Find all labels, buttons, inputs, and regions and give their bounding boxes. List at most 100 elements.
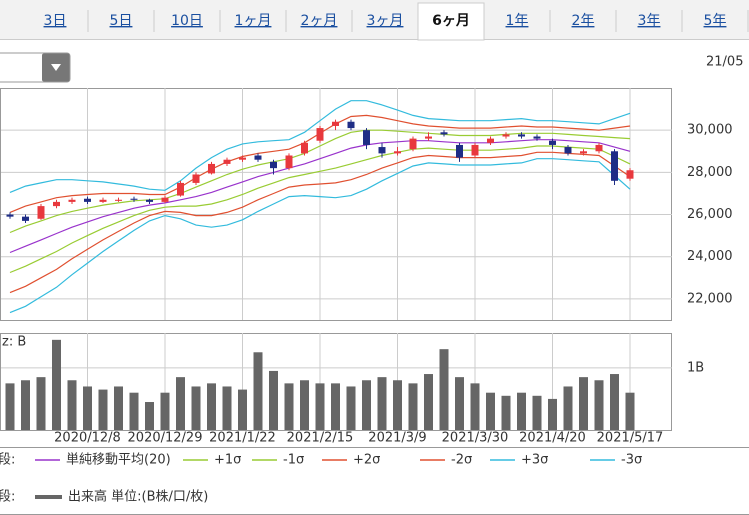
candle-body xyxy=(208,163,215,174)
candle-body xyxy=(177,182,184,196)
tab[interactable]: 1年 xyxy=(506,10,551,32)
x-tick-label: 2021/1/22 xyxy=(209,431,276,446)
y-tick-label: 28,000 xyxy=(687,165,733,180)
candle-body xyxy=(456,144,463,158)
band-line xyxy=(9,158,631,314)
volume-bar xyxy=(501,395,511,430)
volume-bar xyxy=(36,377,46,430)
y-tick-label: 30,000 xyxy=(687,123,733,138)
volume-bar xyxy=(408,383,418,430)
y-tick-label: 22,000 xyxy=(687,291,733,306)
legend-label: +2σ xyxy=(353,453,380,468)
volume-bar xyxy=(129,392,139,430)
volume-bar xyxy=(52,339,61,430)
volume-bar xyxy=(439,349,449,430)
candle-body xyxy=(487,138,494,143)
candle-body xyxy=(363,130,370,145)
tab-label[interactable]: 5日 xyxy=(110,13,133,29)
candle-body xyxy=(533,136,541,139)
candle-body xyxy=(471,144,479,156)
tab[interactable]: 10日 xyxy=(171,10,221,32)
tab-selected-bg[interactable] xyxy=(417,2,485,41)
candle-body xyxy=(316,128,324,141)
volume-bar xyxy=(253,352,263,430)
volume-bar xyxy=(145,402,154,430)
tab[interactable]: 3年 xyxy=(638,10,683,32)
volume-bar xyxy=(160,392,170,430)
volume-bar xyxy=(579,377,588,430)
tab-label[interactable]: 3日 xyxy=(44,13,67,29)
candle-body xyxy=(518,134,525,137)
tab-label[interactable]: 5年 xyxy=(704,13,727,29)
volume-bar xyxy=(5,383,15,430)
volume-bar xyxy=(191,386,201,430)
volume-bar xyxy=(98,389,108,430)
tab[interactable]: 2年 xyxy=(572,10,617,32)
y-tick-label: 24,000 xyxy=(687,249,733,264)
candle-body xyxy=(611,151,618,181)
candle-body xyxy=(440,132,448,135)
volume-unit-label: z: B xyxy=(2,335,26,350)
legend-volume-label: 出来高 単位:(B株/口/枚) xyxy=(68,489,208,505)
volume-bar xyxy=(83,386,92,430)
tab-label[interactable]: 10日 xyxy=(171,13,203,29)
tab[interactable]: 6ヶ月 xyxy=(417,2,485,41)
band-line xyxy=(9,139,631,254)
volume-bar xyxy=(486,392,495,430)
legend-label: -3σ xyxy=(621,453,642,468)
candle-body xyxy=(332,121,339,126)
volume-bar xyxy=(517,392,526,430)
legend-label: +3σ xyxy=(521,453,548,468)
tab-label[interactable]: 2年 xyxy=(572,13,595,29)
candle-body xyxy=(254,155,262,160)
tab[interactable]: 2ヶ月 xyxy=(301,10,353,32)
legend-box xyxy=(0,447,749,515)
x-tick-label: 2021/3/30 xyxy=(442,431,509,446)
legend-prefix: 段: xyxy=(0,490,15,505)
candle-body xyxy=(6,214,14,217)
candle-body xyxy=(161,197,169,202)
candle-body xyxy=(409,138,417,150)
candle-body xyxy=(223,159,231,164)
tab[interactable]: 5年 xyxy=(704,10,749,32)
volume-bar xyxy=(238,389,247,430)
legend-label: +1σ xyxy=(214,453,241,468)
y-tick-label: 26,000 xyxy=(687,207,733,222)
candle-body xyxy=(146,199,153,202)
tab-label[interactable]: 3ヶ月 xyxy=(367,13,404,29)
volume-bar xyxy=(21,380,30,430)
candle-body xyxy=(394,151,401,154)
price-frame xyxy=(0,88,672,321)
volume-bar xyxy=(176,377,185,430)
volume-bar xyxy=(331,383,340,430)
candle-body xyxy=(115,199,122,201)
volume-bar xyxy=(377,377,387,430)
volume-bar xyxy=(532,395,542,430)
x-tick-label: 2021/5/17 xyxy=(597,431,664,446)
tab-label[interactable]: 6ヶ月 xyxy=(432,13,470,29)
tab[interactable]: 3日 xyxy=(44,10,89,32)
band-line xyxy=(9,129,631,234)
x-tick-label: 2020/12/8 xyxy=(54,431,121,446)
tab[interactable]: 5日 xyxy=(110,10,155,32)
volume-bar xyxy=(207,383,216,430)
candle-body xyxy=(99,199,107,202)
legend-label: -2σ xyxy=(451,453,472,468)
candle-body xyxy=(301,142,308,154)
dropdown[interactable] xyxy=(0,52,71,83)
tab[interactable]: 1ヶ月 xyxy=(235,10,287,32)
tab-label[interactable]: 2ヶ月 xyxy=(301,13,338,29)
tab-label[interactable]: 1年 xyxy=(506,13,529,29)
tab-label[interactable]: 3年 xyxy=(638,13,661,29)
volume-bar xyxy=(300,380,309,430)
volume-bar xyxy=(455,377,464,430)
volume-bar xyxy=(610,374,619,430)
candle-body xyxy=(84,198,91,202)
tab-label[interactable]: 1ヶ月 xyxy=(235,13,272,29)
band-line xyxy=(9,151,631,294)
candle-body xyxy=(425,136,432,139)
candle-body xyxy=(130,198,138,200)
candle-body xyxy=(285,155,293,169)
candle-body xyxy=(347,121,355,129)
volume-bar xyxy=(563,386,573,430)
